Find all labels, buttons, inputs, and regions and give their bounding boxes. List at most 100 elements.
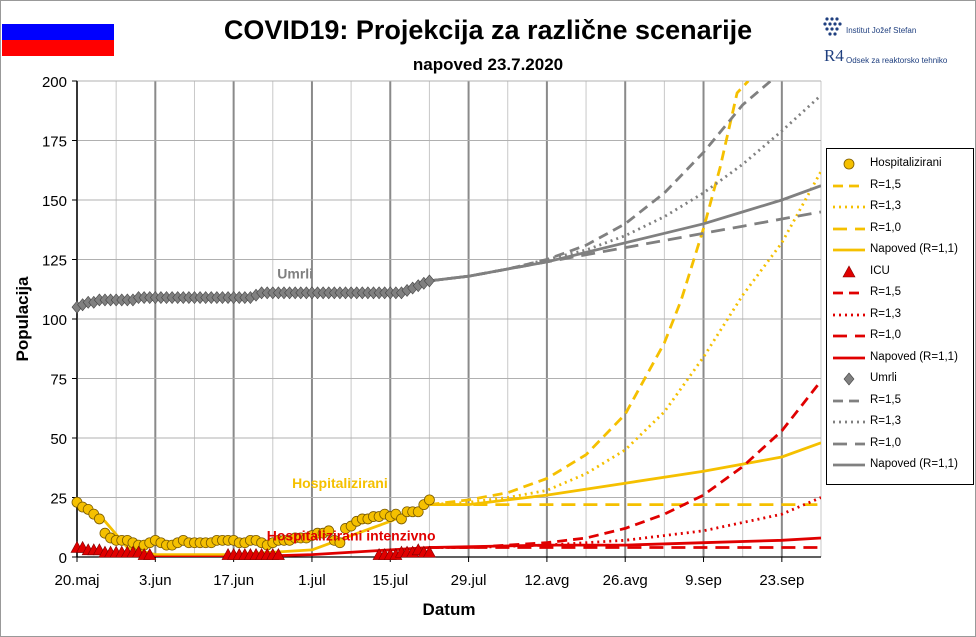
legend-entry: R=1,3: [827, 413, 973, 431]
legend-entry: R=1,5: [827, 177, 973, 195]
legend-label: R=1,0: [870, 221, 902, 234]
legend-label: R=1,3: [870, 415, 902, 427]
legend: Hospitalizirani R=1,5 R=1,3 R=1,0 Napoved (R…: [826, 148, 974, 485]
icu-marker: [842, 264, 856, 277]
legend-entry: R=1,5: [827, 284, 973, 302]
legend-label: Umrli: [870, 372, 897, 384]
annotation-label: Hospitalizirani intenzivno: [267, 527, 436, 543]
deaths-dashed-line: [429, 210, 821, 283]
y-tick-label: 100: [42, 312, 67, 329]
legend-label: R=1,0: [870, 436, 902, 449]
legend-entry: Umrli: [827, 370, 973, 388]
legend-symbol: [833, 420, 865, 424]
institute-logo: Institut Jožef Stefan R4 Odsek za reakto…: [822, 16, 972, 68]
hospitalized-marker: [93, 513, 105, 525]
y-tick-label: 0: [59, 550, 67, 567]
y-tick-label: 175: [42, 134, 67, 151]
legend-entry: ICU: [827, 263, 973, 281]
legend-entry: R=1,5: [827, 392, 973, 410]
legend-entry: Napoved (R=1,1): [827, 349, 973, 367]
legend-symbol: [833, 248, 865, 252]
legend-label: Napoved (R=1,1): [870, 350, 958, 363]
x-tick-label: 17.jun: [213, 572, 254, 589]
y-tick-label: 25: [50, 491, 67, 508]
y-tick-label: 75: [50, 372, 67, 389]
series-markers: [70, 274, 436, 560]
chart-title: COVID19: Projekcija za različne scenarij…: [224, 15, 752, 45]
hospitalized-marker: [334, 537, 346, 549]
legend-symbol: [833, 334, 865, 338]
legend-entry: R=1,3: [827, 198, 973, 216]
legend-label: R=1,3: [870, 200, 902, 212]
deaths-marker: [424, 274, 435, 288]
legend-label: R=1,5: [870, 393, 902, 406]
legend-label: R=1,0: [870, 329, 902, 341]
legend-entry: Napoved (R=1,1): [827, 241, 973, 259]
x-tick-label: 9.sep: [685, 572, 722, 589]
x-tick-label: 15.jul: [372, 572, 408, 589]
x-tick-label: 1.jul: [298, 572, 326, 589]
deaths-long-line: [429, 81, 772, 283]
y-axis-label: Populacija: [13, 276, 32, 362]
ijs-dots-icon: [823, 17, 842, 36]
x-tick-label: 29.jul: [451, 572, 487, 589]
legend-symbol: [833, 184, 865, 187]
legend-symbol: [833, 227, 865, 230]
deaths-solid-line: [429, 184, 821, 283]
hosp-long-line: [429, 81, 750, 506]
icu-marker: [271, 547, 285, 560]
legend-label: R=1,5: [870, 286, 902, 298]
chart-text: 0 25 50 75 100 125 150 175 200 20.maj 3.jun 17.jun 1…: [13, 15, 804, 619]
legend-entry: Napoved (R=1,1): [827, 456, 973, 474]
y-tick-label: 50: [50, 431, 67, 448]
x-tick-label: 26.avg: [603, 572, 648, 589]
legend-entry: Hospitalizirani: [827, 155, 973, 173]
legend-entry: R=1,3: [827, 306, 973, 324]
legend-entry: R=1,0: [827, 220, 973, 238]
x-tick-label: 20.maj: [54, 572, 99, 589]
hospitalized-marker: [424, 494, 435, 506]
legend-label: R=1,5: [870, 178, 902, 191]
legend-symbol: [833, 463, 865, 467]
legend-symbol: [833, 205, 865, 209]
annotation-label: Umrli: [277, 266, 313, 282]
icu-marker: [422, 545, 436, 558]
icu-dotted-line: [429, 496, 821, 549]
legend-entry: R=1,0: [827, 435, 973, 453]
hospitalized-marker: [412, 506, 424, 518]
r4-logo-icon: R4: [824, 46, 844, 65]
icu-marker: [143, 547, 157, 560]
x-tick-label: 3.jun: [139, 572, 172, 589]
y-tick-label: 200: [42, 74, 67, 91]
legend-symbol: [833, 291, 865, 295]
hospitalized-marker: [843, 158, 855, 170]
grid: [76, 80, 822, 558]
legend-label: R=1,3: [870, 307, 902, 320]
legend-symbol: [843, 372, 855, 386]
x-tick-label: 23.sep: [759, 572, 804, 589]
legend-symbol: [842, 264, 856, 277]
legend-label: Napoved (R=1,1): [870, 458, 958, 470]
legend-symbol: [833, 356, 865, 359]
annotation-label: Hospitalizirani: [292, 475, 388, 491]
department-name: Odsek za reaktorsko tehniko: [846, 56, 948, 65]
hospitalized-marker: [396, 513, 407, 525]
x-axis-label: Datum: [423, 600, 476, 619]
hospitalized-marker: [323, 525, 335, 537]
deaths-marker: [843, 372, 855, 386]
legend-label: ICU: [870, 264, 890, 277]
legend-label: Napoved (R=1,1): [870, 243, 958, 255]
x-tick-label: 12.avg: [524, 572, 569, 589]
institute-name: Institut Jožef Stefan: [846, 26, 917, 35]
legend-symbol: [843, 158, 855, 170]
slovenia-flag: [2, 8, 114, 56]
legend-symbol: [833, 313, 865, 316]
chart-subtitle: napoved 23.7.2020: [413, 55, 563, 74]
legend-symbol: [833, 399, 865, 402]
legend-symbol: [833, 442, 865, 445]
y-tick-label: 125: [42, 253, 67, 270]
legend-entry: R=1,0: [827, 327, 973, 345]
legend-label: Hospitalizirani: [870, 157, 942, 169]
y-tick-label: 150: [42, 193, 67, 210]
